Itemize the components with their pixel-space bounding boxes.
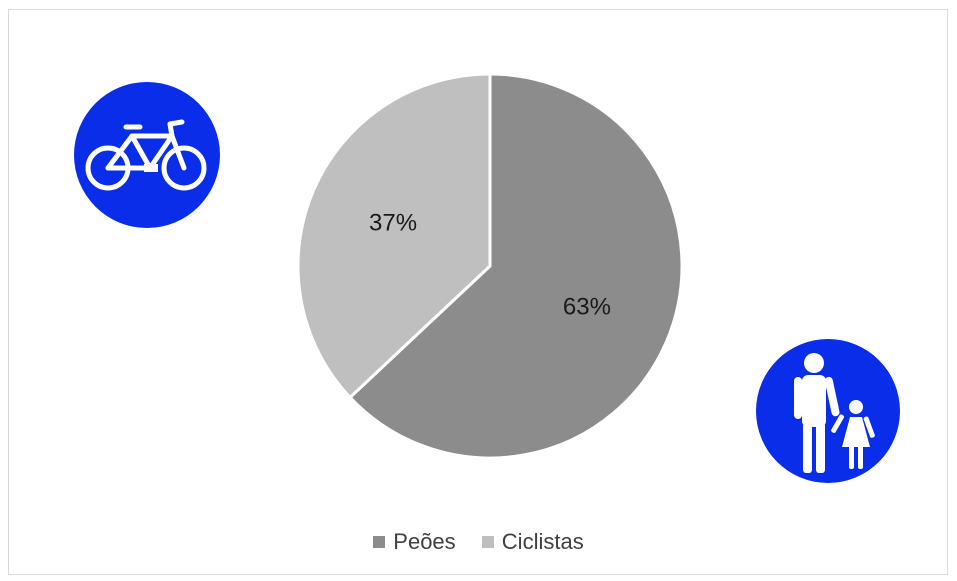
pedestrian-sign-icon	[753, 336, 903, 486]
legend-swatch-peoes	[373, 536, 386, 548]
bicycle-sign-icon	[71, 79, 223, 231]
legend-swatch-ciclistas	[481, 536, 494, 548]
pie-slice-ciclistas	[296, 72, 492, 399]
pie-label-peoes: 63%	[563, 293, 611, 320]
chart-legend: Peões Ciclistas	[0, 528, 957, 555]
legend-item-peoes: Peões	[373, 529, 456, 555]
legend-label-ciclistas: Ciclistas	[501, 529, 584, 554]
pie-label-ciclistas: 37%	[369, 209, 417, 236]
legend-item-ciclistas: Ciclistas	[481, 529, 584, 555]
pie-slice-peoes	[348, 72, 684, 460]
legend-label-peoes: Peões	[393, 529, 456, 554]
